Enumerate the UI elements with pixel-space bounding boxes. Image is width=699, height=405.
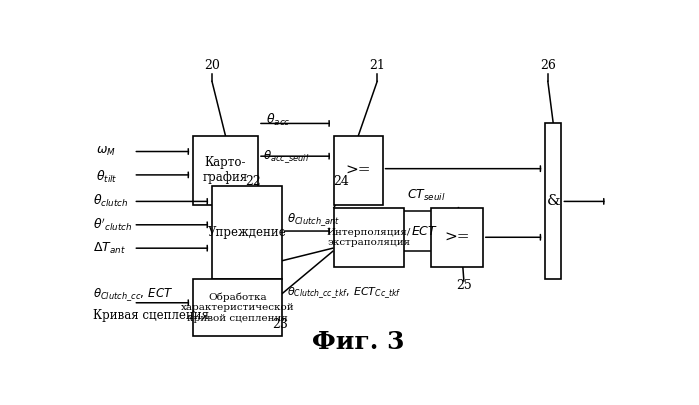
Text: $\omega_M$: $\omega_M$ — [96, 145, 115, 158]
Text: $\theta_{acc\_seuil}$: $\theta_{acc\_seuil}$ — [264, 148, 310, 164]
Text: >=: >= — [445, 230, 470, 244]
Text: 24: 24 — [333, 175, 349, 188]
Bar — [545, 124, 561, 279]
Text: Кривая сцепления: Кривая сцепления — [93, 309, 209, 322]
Bar — [334, 208, 404, 267]
Text: 21: 21 — [369, 59, 385, 72]
Text: 20: 20 — [204, 59, 220, 72]
Text: &: & — [547, 194, 560, 209]
Text: $\theta_{Clutch\_cc},\,ECT$: $\theta_{Clutch\_cc},\,ECT$ — [93, 287, 173, 303]
Text: $ECT$: $ECT$ — [411, 224, 438, 237]
Text: 23: 23 — [272, 318, 287, 331]
Bar — [193, 279, 282, 335]
Text: $\theta_{Clutch\_cc\_tkf},\,ECT_{Cc\_tkf}$: $\theta_{Clutch\_cc\_tkf},\,ECT_{Cc\_tkf… — [287, 286, 401, 301]
Text: $\theta_{clutch}$: $\theta_{clutch}$ — [93, 193, 129, 209]
Text: Фиг. 3: Фиг. 3 — [312, 330, 405, 354]
Text: $\theta_{acc}$: $\theta_{acc}$ — [266, 112, 291, 128]
Text: Интерполяция/
экстраполяция: Интерполяция/ экстраполяция — [327, 228, 411, 247]
Text: 26: 26 — [540, 59, 556, 72]
Text: $\theta_{Clutch\_ant}$: $\theta_{Clutch\_ant}$ — [287, 212, 340, 228]
Text: $\theta_{tilt}$: $\theta_{tilt}$ — [96, 168, 117, 185]
Text: >=: >= — [345, 163, 371, 177]
Bar — [193, 136, 258, 205]
Text: $\theta'_{clutch}$: $\theta'_{clutch}$ — [93, 217, 132, 233]
Text: Карто-
графия: Карто- графия — [203, 156, 248, 184]
Text: $\Delta T_{ant}$: $\Delta T_{ant}$ — [93, 241, 126, 256]
Text: 25: 25 — [456, 279, 472, 292]
Bar — [431, 208, 483, 267]
Text: Обработка
характеристической
кривой сцепления: Обработка характеристической кривой сцеп… — [181, 292, 294, 323]
Text: $CT_{seuil}$: $CT_{seuil}$ — [407, 188, 446, 203]
Bar — [212, 186, 282, 279]
Text: Упреждение: Упреждение — [208, 226, 287, 239]
Text: 22: 22 — [245, 175, 261, 188]
Bar — [334, 136, 382, 205]
